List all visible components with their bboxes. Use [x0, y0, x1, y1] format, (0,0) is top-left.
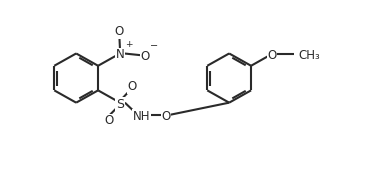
Text: O: O	[161, 110, 170, 123]
Text: O: O	[114, 25, 124, 38]
Text: O: O	[104, 114, 113, 127]
Text: −: −	[150, 41, 158, 51]
Text: O: O	[128, 80, 137, 93]
Text: S: S	[116, 98, 124, 111]
Text: O: O	[141, 50, 150, 63]
Text: CH₃: CH₃	[298, 49, 320, 62]
Text: N: N	[116, 49, 124, 61]
Text: NH: NH	[133, 110, 151, 123]
Text: +: +	[125, 40, 132, 49]
Text: O: O	[267, 49, 277, 62]
